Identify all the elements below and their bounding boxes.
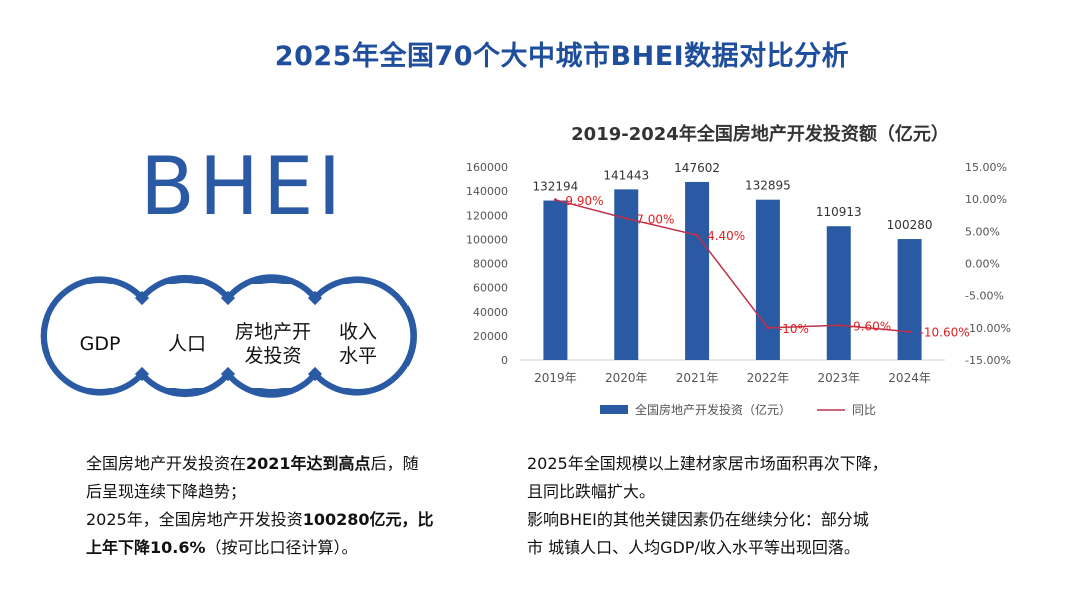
bar-data-label: 100280 [887, 218, 933, 232]
yoy-data-label: -10.60% [920, 326, 970, 340]
factor-income-level: 收入 水平 [338, 321, 377, 367]
y-right-tick-label: 10.00% [965, 193, 1007, 206]
y-right-tick-label: 0.00% [965, 258, 1000, 271]
x-tick-label: 2023年 [817, 371, 860, 385]
yoy-line [555, 199, 910, 333]
bar-data-label: 132895 [745, 179, 791, 193]
yoy-data-label: 4.40% [707, 229, 745, 243]
bar [614, 189, 639, 360]
y-left-tick-label: 60000 [473, 282, 508, 295]
y-left-tick-label: 140000 [466, 185, 508, 198]
factor-circles: GDP 人口 房地产开 发投资 收入 水平 [40, 270, 420, 400]
y-left-tick-label: 20000 [473, 330, 508, 343]
bar [543, 200, 568, 360]
left-line-1: 全国房地产开发投资在2021年达到高点后，随 [86, 454, 419, 473]
y-left-tick-label: 120000 [466, 209, 508, 222]
yoy-point [695, 233, 699, 237]
yoy-data-label: 7.00% [636, 212, 674, 226]
yoy-data-label: -9.60% [849, 319, 891, 333]
bar [826, 226, 851, 360]
factor-gdp: GDP [79, 333, 121, 355]
yoy-data-label: 9.90% [565, 194, 603, 208]
y-right-tick-label: -5.00% [965, 290, 1004, 303]
y-left-tick-label: 160000 [466, 161, 508, 174]
bar-data-label: 147602 [674, 161, 720, 175]
x-tick-label: 2019年 [534, 371, 577, 385]
y-left-tick-label: 0 [501, 354, 508, 367]
left-line-4: 上年下降10.6%（按可比口径计算）。 [86, 538, 358, 557]
page-title: 2025年全国70个大中城市BHEI数据对比分析 [274, 41, 850, 72]
yoy-point [766, 326, 770, 330]
x-tick-label: 2021年 [676, 371, 719, 385]
yoy-point [553, 198, 557, 202]
bar [685, 181, 710, 360]
factor-population: 人口 [167, 333, 206, 355]
bhei-logo: BHEI [140, 140, 346, 233]
right-summary: 2025年全国规模以上建材家居市场面积再次下降， 且同比跌幅扩大。 影响BHEI… [527, 450, 947, 562]
legend-line-label: 同比 [852, 403, 876, 417]
bar-data-label: 141443 [603, 168, 649, 182]
bar-data-label: 110913 [816, 205, 862, 219]
yoy-point [837, 323, 841, 327]
factor-real-estate-investment: 房地产开 发投资 [234, 321, 311, 367]
bar [897, 239, 922, 360]
x-tick-label: 2024年 [888, 371, 931, 385]
legend-bar-label: 全国房地产开发投资（亿元） [635, 402, 791, 417]
x-tick-label: 2020年 [605, 371, 648, 385]
y-right-tick-label: 15.00% [965, 161, 1007, 174]
right-line-4: 市 城镇人口、人均GDP/收入水平等出现回落。 [527, 538, 860, 557]
x-tick-label: 2022年 [747, 371, 790, 385]
yoy-data-label: -10% [778, 322, 809, 336]
legend-bar-swatch [600, 405, 628, 414]
factor-circles-outline [40, 274, 417, 398]
bar-data-label: 132194 [533, 180, 579, 194]
investment-chart: 0 20000 40000 60000 80000 100000 120000 140000 1… [466, 161, 1011, 417]
left-line-3: 2025年，全国房地产开发投资100280亿元，比 [86, 510, 434, 529]
y-right-tick-label: 5.00% [965, 225, 1000, 238]
y-left-tick-label: 80000 [473, 258, 508, 271]
y-right-tick-label: -15.00% [965, 354, 1011, 367]
y-left-tick-label: 40000 [473, 306, 508, 319]
left-summary: 全国房地产开发投资在2021年达到高点后，随 后呈现连续下降趋势； 2025年，… [86, 450, 486, 562]
chart-title: 2019-2024年全国房地产开发投资额（亿元） [571, 124, 949, 145]
yoy-point [908, 330, 912, 334]
right-line-2: 且同比跌幅扩大。 [527, 482, 656, 501]
right-line-1: 2025年全国规模以上建材家居市场面积再次下降， [527, 454, 888, 473]
left-line-2: 后呈现连续下降趋势； [86, 482, 247, 501]
right-line-3: 影响BHEI的其他关键因素仍在继续分化：部分城 [527, 510, 869, 529]
y-left-tick-label: 100000 [466, 233, 508, 246]
y-right-tick-label: -10.00% [965, 322, 1011, 335]
yoy-point [624, 216, 628, 220]
bar [755, 199, 780, 360]
